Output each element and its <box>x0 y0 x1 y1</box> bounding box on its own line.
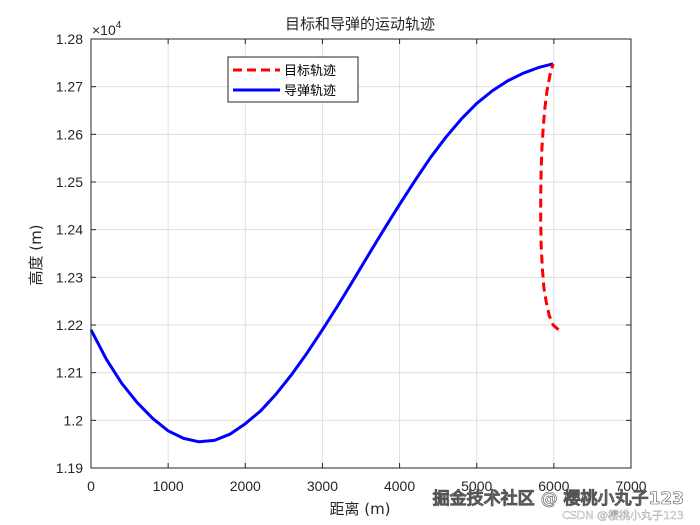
y-tick-label: 1.21 <box>56 365 83 381</box>
y-tick-labels: 1.19 1.2 1.21 1.22 1.23 1.24 1.25 1.26 1.27 1.28 <box>56 31 83 476</box>
x-tick-label: 3000 <box>307 478 338 494</box>
legend-label-target: 目标轨迹 <box>284 64 336 79</box>
watermark-main: 掘金技术社区 @ 樱桃小丸子123 <box>433 488 684 509</box>
y-exponent-power: 4 <box>116 20 122 31</box>
x-tick-labels: 0 1000 2000 3000 4000 5000 6000 7000 <box>87 478 647 494</box>
plot-area <box>91 39 631 468</box>
x-tick-label: 2000 <box>230 478 261 494</box>
x-tick-label: 5000 <box>461 478 492 494</box>
y-tick-label: 1.23 <box>56 269 83 285</box>
y-tick-label: 1.25 <box>56 174 83 190</box>
x-tick-label: 0 <box>87 478 95 494</box>
y-tick-label: 1.24 <box>56 222 83 238</box>
series-layer <box>89 62 560 444</box>
watermark: 掘金技术社区 @ 樱桃小丸子123 CSDN @樱桃小丸子123 <box>432 488 684 522</box>
legend-label-missile: 导弹轨迹 <box>284 84 336 99</box>
legend: 目标轨迹 导弹轨迹 <box>227 56 359 103</box>
axes-frame <box>90 38 632 469</box>
legend-box <box>227 56 359 103</box>
x-tick-label: 1000 <box>153 478 184 494</box>
y-tick-label: 1.2 <box>64 412 84 428</box>
y-exponent-base: ×10 <box>92 22 116 38</box>
y-tick-label: 1.22 <box>56 317 83 333</box>
plot-background <box>91 39 631 468</box>
x-tick-label: 7000 <box>615 478 646 494</box>
chart-title: 目标和导弹的运动轨迹 <box>285 15 435 33</box>
x-tick-label: 6000 <box>538 478 569 494</box>
x-tick-label: 4000 <box>384 478 415 494</box>
y-axis-label: 高度 (m) <box>27 224 45 285</box>
axes-box <box>90 38 632 469</box>
y-tick-label: 1.27 <box>56 79 83 95</box>
series-line-missile <box>89 62 554 444</box>
y-tick-label: 1.28 <box>56 31 83 47</box>
x-axis-label: 距离 (m) <box>329 500 390 518</box>
watermark-small: CSDN @樱桃小丸子123 <box>562 508 684 522</box>
y-tick-label: 1.19 <box>56 460 83 476</box>
series-line-target <box>539 63 560 331</box>
y-tick-label: 1.26 <box>56 126 83 142</box>
y-exponent-label: ×104 <box>92 20 122 38</box>
